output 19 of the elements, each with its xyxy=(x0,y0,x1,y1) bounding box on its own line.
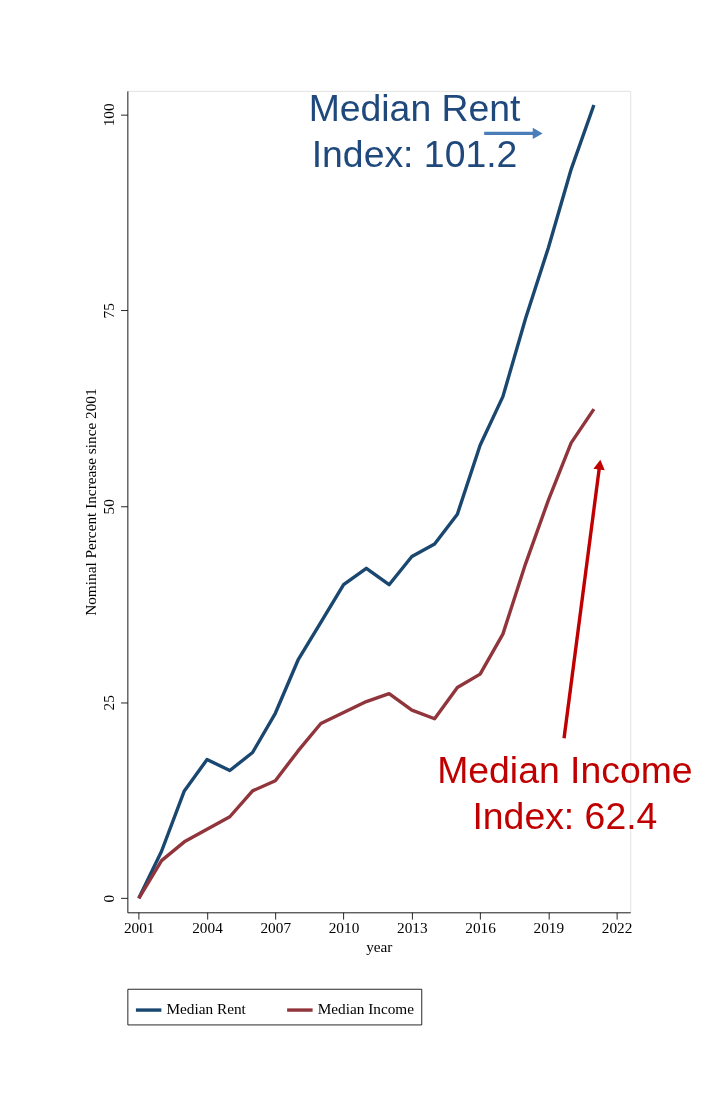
y-tick-label: 25 xyxy=(100,694,118,711)
annotation: Median Income Index: 62.4 xyxy=(437,749,693,838)
y-axis-title: Nominal Percent Increase since 2001 xyxy=(81,388,99,616)
x-tick-label: 2007 xyxy=(260,919,292,937)
annotation: Median Rent Index: 101.2 xyxy=(308,86,522,175)
y-tick-label: 100 xyxy=(100,103,118,127)
x-tick-label: 2013 xyxy=(397,919,428,937)
x-tick-label: 2016 xyxy=(465,919,497,937)
x-tick-label: 2022 xyxy=(601,919,633,937)
legend-label: Median Income xyxy=(317,1000,415,1018)
x-tick-label: 2010 xyxy=(328,919,360,937)
x-tick-label: 2001 xyxy=(123,919,155,937)
legend-label: Median Rent xyxy=(166,1000,247,1018)
y-tick-label: 50 xyxy=(100,498,118,515)
x-tick-label: 2004 xyxy=(192,919,224,937)
x-tick-label: 2019 xyxy=(533,919,565,937)
y-tick-label: 0 xyxy=(100,894,118,903)
x-axis-title: year xyxy=(366,937,393,955)
y-tick-label: 75 xyxy=(100,302,118,319)
